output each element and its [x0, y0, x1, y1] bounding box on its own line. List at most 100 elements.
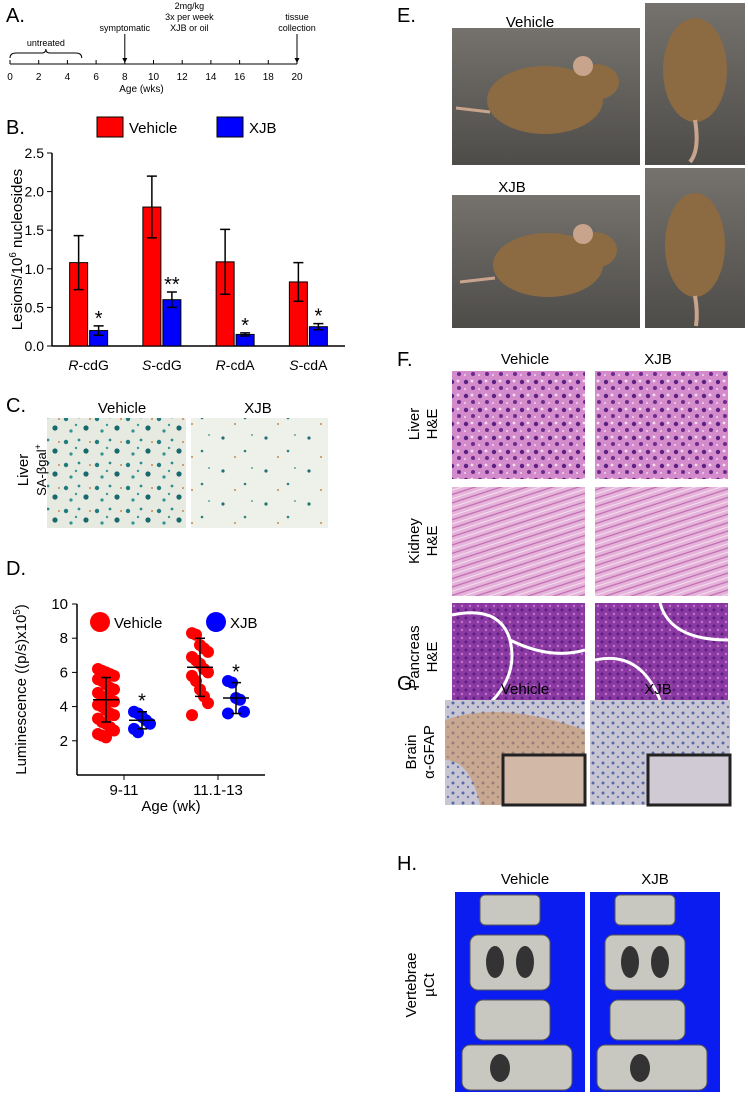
dot — [108, 724, 120, 737]
y-tick-label: 0.0 — [25, 338, 45, 354]
x-tick-label: 20 — [291, 72, 303, 83]
label-part: nucleosides — [9, 169, 26, 252]
dot — [100, 731, 112, 744]
panel-label: H. — [397, 853, 417, 875]
legend-swatch — [96, 116, 124, 138]
y-tick-label: 8 — [60, 630, 68, 647]
period-label: 3x per week — [165, 12, 214, 22]
x-tick-label: 8 — [122, 72, 128, 83]
x-tick-label: 2 — [36, 72, 42, 83]
vertebra-holes — [486, 946, 669, 1082]
image — [191, 418, 328, 528]
row-label: Liver — [406, 408, 423, 441]
label-italic: R — [68, 357, 78, 373]
brace — [9, 48, 83, 59]
image — [595, 487, 728, 596]
column-label: XJB — [244, 400, 272, 417]
panel-c: Vehicle XJB Liver SA-βgal+ — [15, 400, 328, 528]
y-tick-label: 1.5 — [25, 222, 45, 238]
x-tick-label: 11.1-13 — [193, 782, 243, 799]
dot — [202, 645, 214, 658]
legend-swatch — [216, 116, 244, 138]
sd-bar — [101, 676, 111, 723]
significance: * — [241, 315, 249, 337]
error-bar — [240, 332, 251, 337]
significance: ** — [164, 274, 180, 296]
legend-label: Vehicle — [129, 120, 177, 137]
arrow-head — [294, 58, 300, 63]
row-label: µCt — [421, 972, 438, 996]
dot — [108, 709, 120, 722]
x-tick-label: S-cdA — [289, 357, 328, 373]
legend-swatch — [90, 612, 110, 632]
arrow-head — [122, 58, 128, 63]
x-tick-label: 14 — [205, 72, 217, 83]
row-label: Kidney — [406, 518, 423, 564]
mouse — [455, 18, 727, 327]
inset — [646, 753, 732, 807]
significance: * — [232, 662, 240, 684]
legend-label: XJB — [230, 615, 258, 632]
label-part: Lesions/10 — [9, 258, 26, 331]
x-tick-label: 16 — [234, 72, 246, 83]
row-label: α-GFAP — [421, 725, 438, 779]
column-label: XJB — [644, 681, 672, 698]
dot — [202, 666, 214, 679]
image — [47, 418, 186, 528]
panel-label: B. — [6, 117, 25, 139]
x-tick-label: 18 — [263, 72, 275, 83]
panel-label: G. — [397, 673, 418, 695]
y-tick-label: 2.0 — [25, 184, 45, 200]
image — [452, 371, 585, 479]
x-tick-label: 10 — [148, 72, 160, 83]
error-bar — [73, 234, 84, 291]
image — [595, 371, 728, 479]
x-axis-label: Age (wks) — [119, 84, 163, 95]
error-bar — [93, 325, 104, 336]
x-tick-label: 6 — [93, 72, 99, 83]
y-tick-label: 10 — [51, 596, 68, 613]
inset — [501, 753, 587, 807]
event-label: tissue — [285, 12, 309, 22]
label-rest: -cdG — [151, 357, 181, 373]
label-part: 6 — [8, 252, 19, 257]
error-bar — [293, 261, 304, 302]
panel-label: D. — [6, 558, 26, 580]
x-tick-label: 12 — [177, 72, 189, 83]
row-label: H&E — [424, 526, 441, 557]
x-tick-label: 0 — [7, 72, 13, 83]
sd-bar — [195, 637, 205, 698]
panel-label: E. — [397, 5, 416, 27]
panel-e: Vehicle XJB — [452, 3, 745, 328]
error-bar — [220, 228, 231, 296]
panel-label: C. — [6, 395, 26, 417]
y-tick-label: 1.0 — [25, 261, 45, 277]
dot — [108, 683, 120, 696]
label-italic: S — [289, 357, 299, 373]
y-axis-label: Lesions/106 nucleosides — [8, 169, 26, 330]
panel-labels: A. B. C. D. E. F. G. H. — [6, 5, 418, 875]
row-label: Vehicle — [506, 14, 554, 31]
period-label: XJB or oil — [170, 23, 209, 33]
sd-bar — [231, 681, 241, 715]
legend-label: Vehicle — [114, 615, 162, 632]
row-label: Vertebrae — [403, 952, 420, 1017]
dot — [238, 705, 250, 718]
row-label: Pancreas — [406, 625, 423, 688]
image — [452, 603, 585, 712]
label-rest: -cdG — [79, 357, 109, 373]
column-label: XJB — [641, 871, 669, 888]
x-tick-label: S-cdG — [142, 357, 182, 373]
row-label: SA-βgal+ — [33, 444, 49, 496]
y-tick-label: 2.5 — [25, 145, 45, 161]
error-bar — [146, 175, 157, 239]
label-part: ) — [13, 604, 30, 609]
y-axis-label: Luminescence ((p/s)x105) — [12, 604, 30, 775]
dot — [144, 717, 156, 730]
panel-f: Vehicle XJB Liver H&E Kidney H&E Pancrea… — [406, 351, 729, 714]
significance: * — [95, 308, 103, 330]
row-label: H&E — [424, 409, 441, 440]
label-part: 5 — [12, 609, 23, 615]
label-rest: -cdA — [226, 357, 255, 373]
